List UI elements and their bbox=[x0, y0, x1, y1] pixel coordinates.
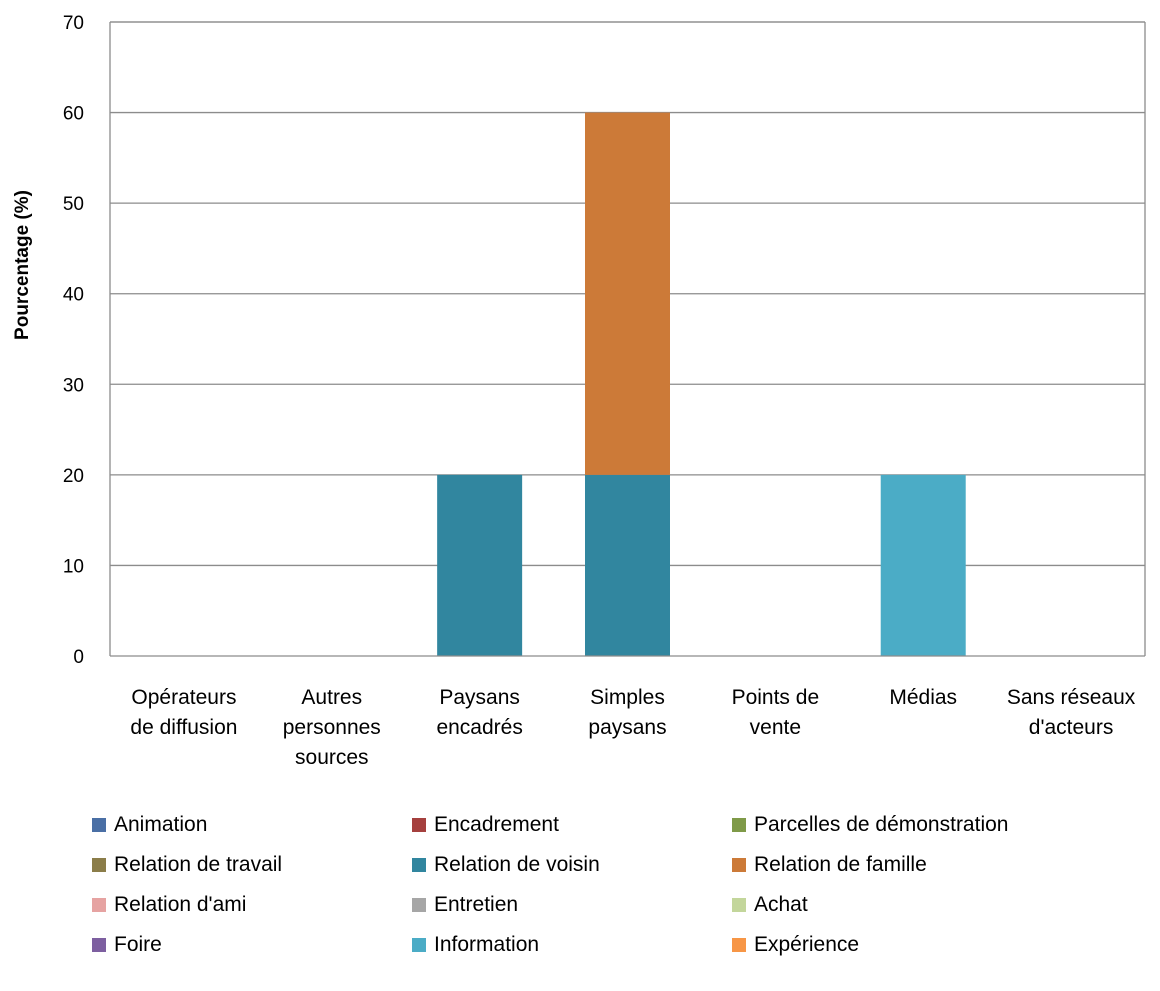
bars bbox=[437, 112, 966, 656]
legend-swatch bbox=[412, 898, 426, 912]
legend-swatch bbox=[732, 938, 746, 952]
axes bbox=[109, 21, 1146, 657]
bar-segment bbox=[437, 474, 523, 656]
bar-segment bbox=[585, 474, 670, 656]
x-tick-label: Paysans encadrés bbox=[436, 686, 522, 739]
legend-swatch bbox=[412, 858, 426, 872]
legend-label: Relation de travail bbox=[114, 853, 283, 876]
legend-label: Achat bbox=[754, 893, 808, 916]
x-tick-label: Sans réseaux d'acteurs bbox=[1007, 686, 1136, 739]
legend-swatch bbox=[732, 858, 746, 872]
y-tick-label: 70 bbox=[63, 13, 84, 34]
y-tick-label: 10 bbox=[63, 556, 84, 577]
legend-swatch bbox=[732, 818, 746, 832]
x-tick-label: Autres personnes sources bbox=[283, 686, 381, 769]
x-tick-label: Simples paysans bbox=[588, 686, 666, 739]
legend-swatch bbox=[92, 858, 106, 872]
legend-swatch bbox=[412, 938, 426, 952]
legend-item: Encadrement bbox=[412, 812, 732, 838]
y-tick-labels: 0 10 20 30 40 50 60 70 bbox=[63, 13, 84, 668]
bar-segment bbox=[880, 474, 966, 656]
legend-item: Animation bbox=[92, 812, 412, 838]
legend-label: Relation de famille bbox=[754, 853, 927, 876]
y-axis-label: Pourcentage (%) bbox=[12, 190, 33, 340]
legend-label: Relation de voisin bbox=[434, 853, 600, 876]
legend-item: Expérience bbox=[732, 932, 1072, 958]
y-tick-label: 60 bbox=[63, 104, 84, 125]
legend-item: Foire bbox=[92, 932, 412, 958]
legend-swatch bbox=[412, 818, 426, 832]
legend: Animation Encadrement Parcelles de démonst… bbox=[92, 812, 1152, 958]
legend-item: Relation de voisin bbox=[412, 852, 732, 878]
legend-item: Parcelles de démonstration bbox=[732, 812, 1072, 838]
legend-item: Entretien bbox=[412, 892, 732, 918]
legend-item: Achat bbox=[732, 892, 1072, 918]
legend-item: Information bbox=[412, 932, 732, 958]
stacked-bar-chart: 0 10 20 30 40 50 60 70 Opérateurs de diffusion Au… bbox=[12, 13, 1146, 769]
legend-item: Relation de travail bbox=[92, 852, 412, 878]
legend-swatch bbox=[92, 818, 106, 832]
legend-label: Information bbox=[434, 933, 540, 956]
legend-item: Relation de famille bbox=[732, 852, 1072, 878]
legend-label: Foire bbox=[114, 933, 162, 956]
bar-segment bbox=[585, 112, 670, 475]
legend-label: Relation d'ami bbox=[114, 893, 247, 916]
legend-label: Parcelles de démonstration bbox=[754, 813, 1009, 836]
x-tick-label: Médias bbox=[889, 686, 957, 709]
legend-label: Expérience bbox=[754, 933, 860, 956]
legend-swatch bbox=[92, 938, 106, 952]
legend-item: Relation d'ami bbox=[92, 892, 412, 918]
x-tick-label: Opérateurs de diffusion bbox=[130, 686, 237, 739]
x-tick-label: Points de vente bbox=[732, 686, 820, 739]
x-tick-labels: Opérateurs de diffusion Autres personnes sou… bbox=[130, 686, 1135, 769]
legend-swatch bbox=[732, 898, 746, 912]
y-tick-label: 30 bbox=[63, 375, 84, 396]
y-tick-label: 20 bbox=[63, 466, 84, 487]
legend-label: Entretien bbox=[434, 893, 519, 916]
y-tick-label: 50 bbox=[63, 194, 84, 215]
legend-label: Animation bbox=[114, 813, 208, 836]
y-tick-label: 40 bbox=[63, 285, 84, 306]
legend-label: Encadrement bbox=[434, 813, 559, 836]
legend-swatch bbox=[92, 898, 106, 912]
y-tick-label: 0 bbox=[73, 647, 84, 668]
